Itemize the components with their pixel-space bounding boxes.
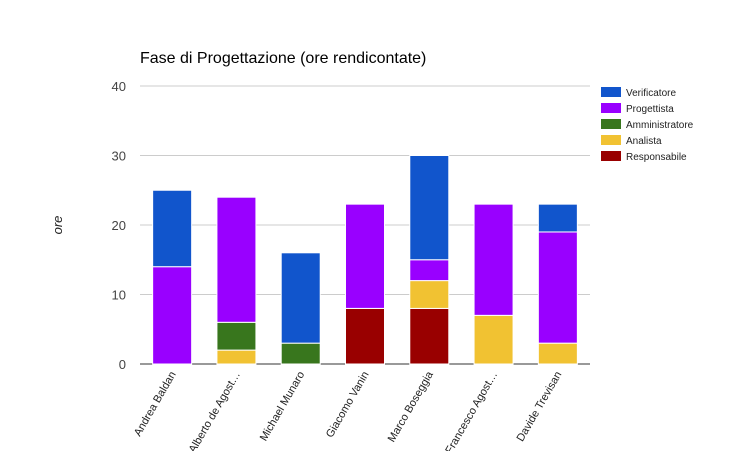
legend-swatch-verificatore xyxy=(601,87,621,97)
bar-verificatore-2 xyxy=(280,252,321,344)
x-tick-label: Andrea Baldan xyxy=(132,370,179,439)
legend-swatch-progettista xyxy=(601,103,621,113)
legend: Verificatore Progettista Amministratore Ana… xyxy=(601,87,694,163)
bar-progettista-4 xyxy=(409,259,450,282)
bar-analista-4 xyxy=(409,280,450,309)
legend-label: Amministratore xyxy=(626,120,694,131)
x-tick-label: Francesco Agost… xyxy=(443,370,500,451)
bar-verificatore-6 xyxy=(537,203,578,233)
y-axis-label: ore xyxy=(50,216,65,235)
y-tick-label: 40 xyxy=(112,79,126,94)
y-tick-label: 0 xyxy=(119,357,126,372)
bar-analista-5 xyxy=(473,314,514,365)
bar-amministratore-2 xyxy=(280,342,321,365)
bar-responsabile-3 xyxy=(345,307,385,365)
y-tick-label: 10 xyxy=(112,288,126,303)
bar-analista-6 xyxy=(537,342,578,365)
y-tick-label: 20 xyxy=(112,218,126,233)
bar-progettista-6 xyxy=(537,231,578,344)
legend-swatch-responsabile xyxy=(601,151,621,161)
x-tick-label: Michael Munaro xyxy=(258,370,308,444)
legend-swatch-analista xyxy=(601,135,621,145)
x-axis-ticks: Andrea Baldan Alberto de Agost… Michael Mu… xyxy=(132,369,564,451)
bar-verificatore-0 xyxy=(152,189,193,268)
x-tick-label: Alberto de Agost… xyxy=(187,370,243,451)
chart-title: Fase di Progettazione (ore rendicontate) xyxy=(140,50,426,67)
bar-progettista-1 xyxy=(216,196,257,323)
bar-verificatore-4 xyxy=(409,155,450,261)
bar-progettista-0 xyxy=(152,266,193,365)
legend-label: Progettista xyxy=(626,104,674,115)
bars xyxy=(152,155,578,365)
x-tick-label: Giacomo Vanin xyxy=(324,370,372,440)
bar-analista-1 xyxy=(216,349,257,365)
x-tick-label: Davide Trevisan xyxy=(515,370,565,444)
y-axis-ticks: 0 10 20 30 40 xyxy=(112,79,126,372)
legend-label: Analista xyxy=(626,136,662,147)
bar-progettista-5 xyxy=(473,203,514,316)
legend-label: Verificatore xyxy=(626,88,676,99)
bar-progettista-3 xyxy=(345,203,385,309)
y-tick-label: 30 xyxy=(112,149,126,164)
bar-amministratore-1 xyxy=(216,321,257,351)
legend-label: Responsabile xyxy=(626,152,687,163)
bar-responsabile-4 xyxy=(409,307,450,365)
x-tick-label: Marco Boseggia xyxy=(386,369,437,445)
legend-swatch-amministratore xyxy=(601,119,621,129)
